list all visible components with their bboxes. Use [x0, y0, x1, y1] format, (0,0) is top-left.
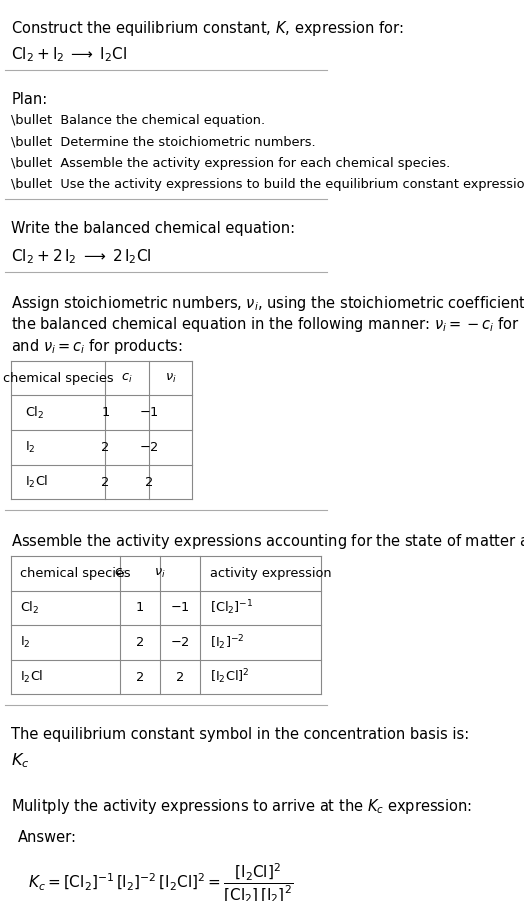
Text: Write the balanced chemical equation:: Write the balanced chemical equation: — [11, 222, 296, 236]
Text: $-2$: $-2$ — [139, 441, 159, 454]
Text: $\mathrm{Cl_2}$: $\mathrm{Cl_2}$ — [20, 600, 39, 616]
Text: $c_i$: $c_i$ — [114, 567, 125, 579]
Text: $K_c = [\mathrm{Cl_2}]^{-1}\,[\mathrm{I_2}]^{-2}\,[\mathrm{I_2Cl}]^{2} = \dfrac{: $K_c = [\mathrm{Cl_2}]^{-1}\,[\mathrm{I_… — [28, 861, 293, 901]
Text: activity expression: activity expression — [210, 567, 331, 579]
Text: Plan:: Plan: — [11, 92, 48, 107]
Text: $[\mathrm{Cl_2}]^{-1}$: $[\mathrm{Cl_2}]^{-1}$ — [210, 598, 253, 617]
Text: \bullet  Assemble the activity expression for each chemical species.: \bullet Assemble the activity expression… — [11, 157, 451, 169]
Text: Assemble the activity expressions accounting for the state of matter and $\nu_i$: Assemble the activity expressions accoun… — [11, 532, 524, 551]
Text: chemical species: chemical species — [20, 567, 130, 579]
Text: $\nu_i$: $\nu_i$ — [165, 371, 177, 385]
Text: $[\mathrm{I_2Cl}]^{2}$: $[\mathrm{I_2Cl}]^{2}$ — [210, 668, 249, 687]
Text: Answer:: Answer: — [18, 831, 77, 845]
Text: \bullet  Determine the stoichiometric numbers.: \bullet Determine the stoichiometric num… — [11, 135, 316, 149]
Text: $\mathrm{I_2}$: $\mathrm{I_2}$ — [20, 635, 30, 650]
Text: $\mathrm{Cl_2 + 2\, I_2 \;\longrightarrow\; 2\, I_2Cl}$: $\mathrm{Cl_2 + 2\, I_2 \;\longrightarro… — [11, 248, 152, 267]
Text: 2: 2 — [101, 476, 110, 488]
Text: chemical species: chemical species — [3, 371, 114, 385]
Text: 2: 2 — [176, 670, 184, 684]
Text: $\mathrm{Cl_2}$: $\mathrm{Cl_2}$ — [25, 405, 45, 421]
Text: Assign stoichiometric numbers, $\nu_i$, using the stoichiometric coefficients, $: Assign stoichiometric numbers, $\nu_i$, … — [11, 294, 524, 314]
Text: $c_i$: $c_i$ — [122, 371, 133, 385]
Text: $-2$: $-2$ — [170, 636, 190, 649]
Text: 2: 2 — [136, 670, 144, 684]
Text: the balanced chemical equation in the following manner: $\nu_i = -c_i$ for react: the balanced chemical equation in the fo… — [11, 315, 524, 334]
Text: $\nu_i$: $\nu_i$ — [154, 567, 166, 579]
Text: \bullet  Balance the chemical equation.: \bullet Balance the chemical equation. — [11, 114, 265, 127]
Text: 2: 2 — [136, 636, 144, 649]
Text: 1: 1 — [136, 601, 144, 614]
Text: $-1$: $-1$ — [139, 406, 159, 419]
Text: and $\nu_i = c_i$ for products:: and $\nu_i = c_i$ for products: — [11, 337, 183, 356]
Text: $-1$: $-1$ — [170, 601, 190, 614]
Text: $\mathrm{I_2}$: $\mathrm{I_2}$ — [25, 440, 36, 455]
Text: $\mathrm{Cl_2 + I_2 \;\longrightarrow\; I_2Cl}$: $\mathrm{Cl_2 + I_2 \;\longrightarrow\; … — [11, 46, 127, 64]
Text: \bullet  Use the activity expressions to build the equilibrium constant expressi: \bullet Use the activity expressions to … — [11, 178, 524, 191]
Text: $\mathrm{I_2Cl}$: $\mathrm{I_2Cl}$ — [25, 474, 49, 490]
Text: 1: 1 — [101, 406, 110, 419]
Text: $\mathrm{I_2Cl}$: $\mathrm{I_2Cl}$ — [20, 669, 43, 685]
FancyBboxPatch shape — [8, 815, 205, 901]
Text: The equilibrium constant symbol in the concentration basis is:: The equilibrium constant symbol in the c… — [11, 727, 470, 742]
Text: 2: 2 — [101, 441, 110, 454]
Text: $K_c$: $K_c$ — [11, 751, 30, 769]
Text: 2: 2 — [145, 476, 153, 488]
Text: $[\mathrm{I_2}]^{-2}$: $[\mathrm{I_2}]^{-2}$ — [210, 633, 244, 651]
Text: Construct the equilibrium constant, $K$, expression for:: Construct the equilibrium constant, $K$,… — [11, 20, 404, 39]
Text: Mulitply the activity expressions to arrive at the $K_c$ expression:: Mulitply the activity expressions to arr… — [11, 797, 472, 816]
